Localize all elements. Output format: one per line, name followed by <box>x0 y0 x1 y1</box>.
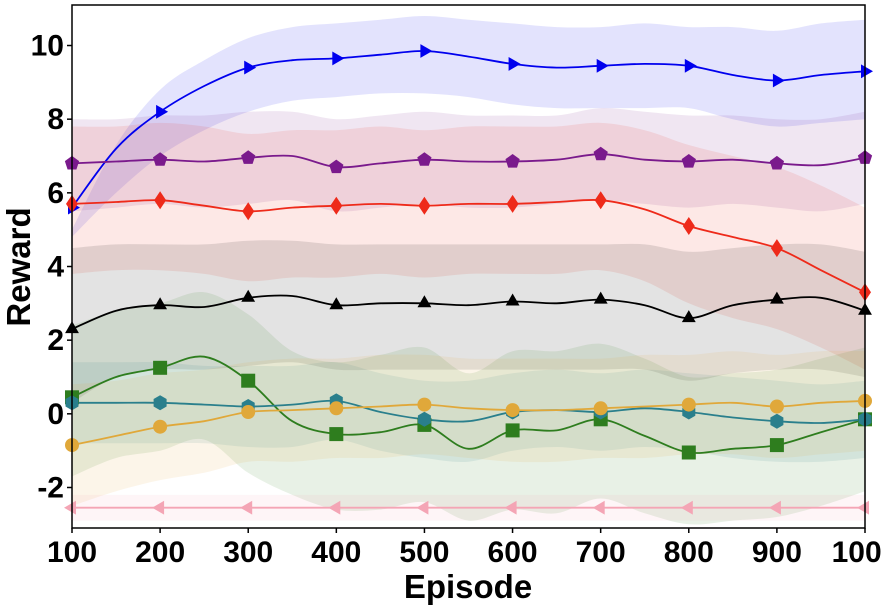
y-axis-label: Reward <box>0 207 37 326</box>
series-0-band <box>72 16 865 237</box>
series-7-marker-18 <box>857 500 869 515</box>
series-5-band <box>72 361 865 463</box>
x-axis-label: Episode <box>404 568 532 605</box>
series-6-marker-2 <box>153 419 168 434</box>
series-7-marker-14 <box>680 500 693 515</box>
series-2-marker-8 <box>418 196 431 215</box>
series-5-marker-8 <box>417 411 431 427</box>
series-6-marker-16 <box>769 399 784 414</box>
series-markers <box>64 44 873 515</box>
x-tick-label-400: 400 <box>311 536 361 569</box>
series-3-marker-14 <box>681 310 696 323</box>
series-0-line <box>71 50 866 209</box>
series-0-marker-6 <box>332 51 345 66</box>
series-3-marker-16 <box>769 291 784 304</box>
series-lines <box>71 50 866 509</box>
series-2-band <box>72 122 865 370</box>
series-3-marker-2 <box>153 297 168 310</box>
series-2-marker-10 <box>506 194 519 213</box>
series-2-marker-2 <box>154 191 167 210</box>
series-4-marker-16 <box>769 438 784 453</box>
series-6-marker-14 <box>681 397 696 412</box>
series-7-marker-8 <box>416 500 429 515</box>
series-5-marker-16 <box>770 413 784 429</box>
series-0-marker-16 <box>772 73 785 88</box>
series-7-marker-2 <box>152 500 165 515</box>
x-tick-label-700: 700 <box>576 536 626 569</box>
series-3-marker-10 <box>505 293 520 306</box>
series-3-marker-8 <box>417 295 432 308</box>
x-tick-label-100: 100 <box>47 536 97 569</box>
series-0-marker-10 <box>508 56 521 71</box>
series-5-line <box>72 399 866 424</box>
x-tick-label-900: 900 <box>752 536 802 569</box>
series-6-marker-6 <box>329 401 344 416</box>
series-1-marker-16 <box>769 155 785 170</box>
series-1-marker-8 <box>417 152 432 166</box>
x-tick-label-200: 200 <box>135 536 185 569</box>
series-2-marker-12 <box>594 191 607 210</box>
series-1-marker-6 <box>329 159 344 174</box>
series-1-band <box>72 108 865 212</box>
series-1-marker-4 <box>241 150 256 164</box>
y-axis: -2 0 2 4 6 8 10 <box>31 30 72 504</box>
series-1-marker-14 <box>681 154 696 168</box>
series-5-marker-2 <box>153 395 167 411</box>
y-tick-label-4: 4 <box>47 251 64 284</box>
series-4-marker-14 <box>681 445 696 460</box>
series-6-marker-10 <box>505 403 520 418</box>
x-tick-label-300: 300 <box>223 536 273 569</box>
series-0-marker-8 <box>420 44 433 58</box>
series-2-line <box>71 198 866 294</box>
series-0-marker-14 <box>684 58 697 73</box>
series-6-marker-8 <box>417 397 432 412</box>
x-tick-label-500: 500 <box>399 536 449 569</box>
x-tick-label-800: 800 <box>664 536 714 569</box>
series-4-line <box>71 355 866 454</box>
series-7-marker-16 <box>768 500 781 515</box>
series-1-marker-2 <box>152 152 168 166</box>
series-2-marker-14 <box>682 217 695 235</box>
y-tick-label--2: -2 <box>37 471 64 504</box>
series-4-marker-10 <box>505 423 520 438</box>
series-6-line <box>71 400 866 446</box>
y-tick-label-2: 2 <box>47 324 64 357</box>
series-3-line <box>71 294 866 330</box>
series-4-marker-2 <box>153 360 168 375</box>
series-3-band <box>72 240 865 403</box>
series-1-marker-10 <box>505 154 520 168</box>
series-6-marker-4 <box>241 405 256 419</box>
series-7-marker-6 <box>328 500 341 515</box>
series-2-marker-4 <box>242 202 255 221</box>
x-axis: 100 200 300 400 500 600 700 800 900 1000 <box>47 528 881 569</box>
x-tick-label-1000: 1000 <box>832 536 881 569</box>
series-3-marker-6 <box>329 297 344 310</box>
series-0-marker-2 <box>156 104 169 119</box>
series-7-marker-12 <box>592 500 605 515</box>
series-2-marker-6 <box>330 196 343 215</box>
series-1-line <box>71 153 866 169</box>
series-3-marker-12 <box>593 291 608 304</box>
series-1-marker-12 <box>593 146 608 161</box>
y-tick-label-8: 8 <box>47 103 64 136</box>
series-0-marker-12 <box>596 58 609 73</box>
series-7-marker-0 <box>64 500 76 515</box>
series-6-band <box>72 350 865 506</box>
y-tick-label-6: 6 <box>47 177 64 210</box>
series-3-marker-4 <box>241 289 256 302</box>
series-6-marker-12 <box>593 401 608 416</box>
y-tick-label-0: 0 <box>47 398 64 431</box>
series-0-marker-4 <box>244 60 257 75</box>
series-7-marker-4 <box>240 500 253 515</box>
y-tick-label-10: 10 <box>31 30 64 63</box>
series-7-marker-10 <box>504 500 517 515</box>
series-2-marker-16 <box>770 239 783 258</box>
series-4-marker-6 <box>329 427 344 442</box>
x-tick-label-600: 600 <box>488 536 538 569</box>
series-4-marker-4 <box>241 373 256 388</box>
series-0-marker-18 <box>861 64 873 79</box>
